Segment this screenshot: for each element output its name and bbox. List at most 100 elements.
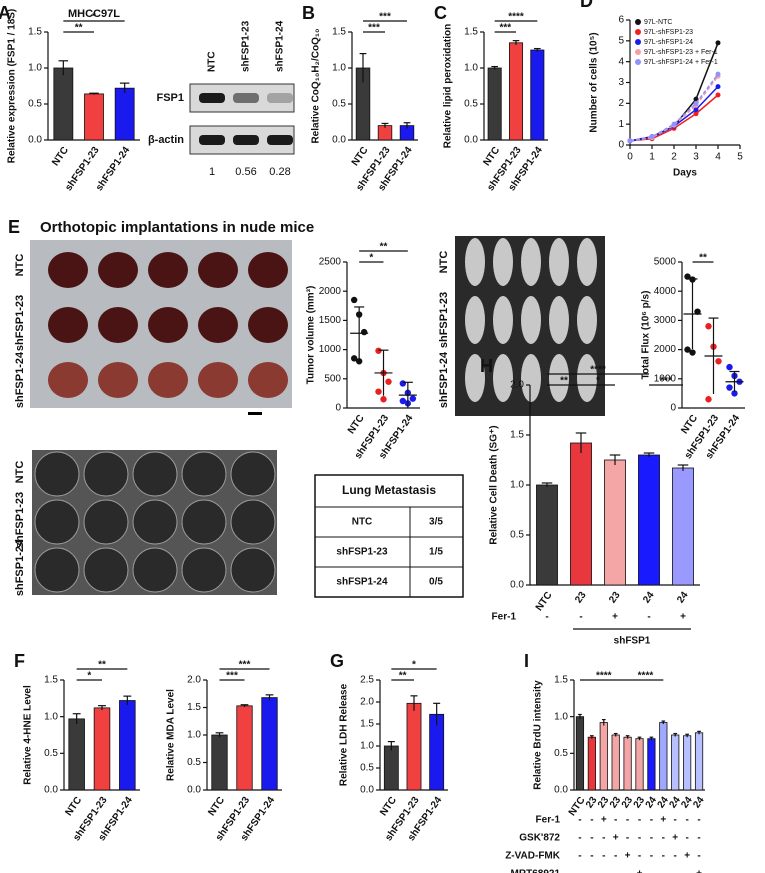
- y-tick-label: 5: [618, 35, 624, 46]
- y-tick-label: 0.5: [554, 748, 568, 759]
- mouse: [549, 238, 569, 286]
- liver: [98, 252, 138, 288]
- sig-label: *: [92, 12, 96, 23]
- y-tick-label: 2.0: [187, 675, 201, 686]
- y-tick-label: 0: [335, 403, 341, 414]
- row-sign: -: [650, 833, 653, 844]
- y-tick-label: 2.0: [510, 380, 524, 391]
- liver: [248, 307, 288, 343]
- panel-letter: G: [330, 651, 344, 671]
- y-tick-label: 2500: [319, 257, 342, 268]
- bar: [487, 67, 502, 141]
- point: [684, 273, 691, 280]
- point: [715, 40, 721, 46]
- row-sign: -: [638, 815, 641, 826]
- y-tick-label: 1000: [319, 344, 342, 355]
- liver: [148, 252, 188, 288]
- bar: [508, 42, 524, 141]
- y-tick-label: 2.0: [360, 697, 374, 708]
- lung-well: [181, 499, 227, 545]
- table-cell: shFSP1-24: [336, 577, 388, 588]
- legend-swatch: [635, 39, 641, 45]
- row-label: shFSP1-23: [438, 292, 450, 348]
- table-frame: [314, 474, 464, 598]
- lung-well: [230, 547, 276, 593]
- group-label: shFSP1: [614, 636, 651, 647]
- bar: [683, 735, 692, 791]
- row-sign: -: [579, 612, 582, 623]
- sig-label: *: [369, 253, 373, 264]
- y-axis-label: Relative LDH Release: [339, 683, 350, 786]
- panel-letter: A: [0, 3, 11, 23]
- lung-well: [34, 547, 80, 593]
- bar: [68, 718, 85, 791]
- row-sign: -: [626, 815, 629, 826]
- point: [731, 390, 738, 397]
- bar: [672, 467, 694, 586]
- row-sign: -: [602, 833, 605, 844]
- row-sign: -: [662, 851, 665, 862]
- bar: [694, 732, 704, 791]
- sig-label: *: [412, 660, 416, 671]
- y-tick-label: 2000: [654, 344, 677, 355]
- y-tick-label: 1.5: [44, 675, 58, 686]
- sig-label: ***: [660, 376, 672, 387]
- row-sign: +: [660, 815, 666, 826]
- mouse: [549, 354, 569, 402]
- row-name: Fer-1: [492, 612, 517, 623]
- x-tick-label: 5: [737, 152, 743, 163]
- row-sign: -: [685, 833, 688, 844]
- row-sign: -: [674, 851, 677, 862]
- lung-well: [230, 451, 276, 497]
- point: [649, 134, 655, 140]
- y-tick-label: 1.5: [464, 27, 478, 38]
- point: [693, 107, 699, 113]
- sig-label: **: [75, 23, 83, 34]
- sig-label: **: [399, 671, 407, 682]
- bar: [406, 702, 422, 791]
- row-name: Fer-1: [536, 815, 561, 826]
- liver: [48, 307, 88, 343]
- point: [409, 395, 417, 402]
- liver: [198, 307, 238, 343]
- y-tick-label: 0: [670, 403, 676, 414]
- point: [380, 396, 387, 403]
- sig-label: ***: [379, 12, 391, 23]
- point: [726, 384, 733, 391]
- legend-label: 97L-shFSP1-24 + Fer-1: [644, 59, 718, 66]
- series-line: [629, 94, 719, 142]
- row-sign: -: [685, 869, 688, 873]
- point: [705, 396, 712, 403]
- row-sign: -: [626, 833, 629, 844]
- series-line: [629, 73, 719, 142]
- row-sign: -: [638, 851, 641, 862]
- row-sign: -: [614, 869, 617, 873]
- panel-letter: B: [302, 3, 315, 23]
- y-tick-label: 0.0: [360, 785, 374, 796]
- sig-label: ***: [368, 23, 380, 34]
- y-tick-label: 0.5: [360, 763, 374, 774]
- legend-label: 97L-shFSP1-24: [644, 39, 693, 46]
- x-tick-label: NTC: [567, 795, 588, 818]
- row-sign: -: [674, 815, 677, 826]
- lung-well: [34, 499, 80, 545]
- sig-label: ****: [596, 671, 612, 682]
- row-label: shFSP1-24: [14, 351, 26, 408]
- bar: [611, 734, 620, 791]
- y-tick-label: 0.5: [332, 99, 346, 110]
- mouse: [521, 296, 541, 344]
- y-tick-label: 6: [618, 15, 624, 26]
- x-tick-label: 2: [671, 152, 677, 163]
- sig-label: ****: [508, 12, 524, 23]
- x-tick-label: NTC: [378, 795, 399, 818]
- row-sign: -: [590, 833, 593, 844]
- bar: [570, 442, 592, 586]
- row-sign: +: [696, 869, 702, 873]
- liver: [198, 252, 238, 288]
- panel-letter: H: [480, 356, 493, 376]
- lung-well: [181, 451, 227, 497]
- loading-band: [199, 135, 225, 145]
- y-tick-label: 1.0: [28, 63, 42, 74]
- y-axis-label: Tumor volume (mm³): [306, 286, 317, 385]
- row-label: NTC: [14, 254, 26, 277]
